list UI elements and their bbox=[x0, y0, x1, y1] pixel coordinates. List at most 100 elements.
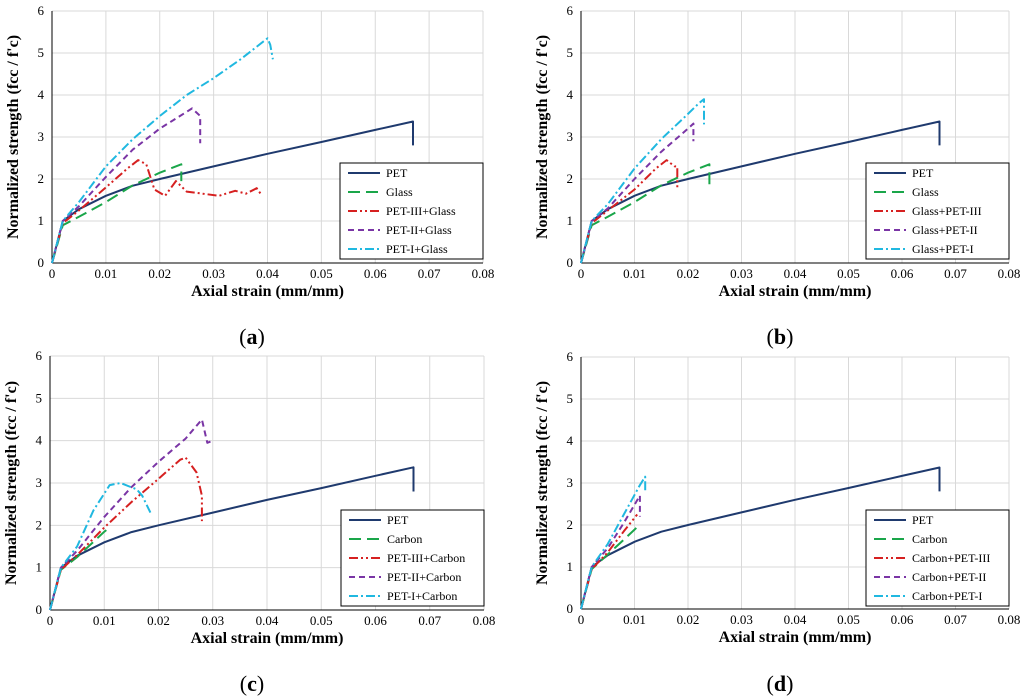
x-tick-label: 0.07 bbox=[418, 613, 441, 628]
legend: PET Carbon Carbon+PET-III Carbon+PET-II Carb… bbox=[865, 509, 1010, 607]
y-tick-label: 3 bbox=[567, 129, 574, 144]
x-tick-label: 0.04 bbox=[784, 266, 807, 281]
y-tick-label: 2 bbox=[36, 517, 43, 532]
legend-label: Glass bbox=[386, 185, 413, 199]
series-line-1 bbox=[49, 466, 415, 611]
series-line-4 bbox=[51, 107, 202, 264]
x-tick-label: 0.01 bbox=[623, 266, 646, 281]
y-axis-title: Normalized strength (fcc / f'c) bbox=[5, 35, 22, 239]
x-tick-label: 0.05 bbox=[310, 266, 333, 281]
y-tick-label: 5 bbox=[38, 45, 45, 60]
series-line-2 bbox=[49, 526, 111, 611]
y-tick-label: 6 bbox=[38, 3, 45, 18]
y-tick-label: 3 bbox=[36, 475, 43, 490]
legend-label: PET bbox=[912, 513, 934, 527]
legend-label: PET-III+Glass bbox=[386, 204, 456, 218]
legend-label: Glass+PET-II bbox=[912, 223, 978, 237]
x-tick-label: 0.01 bbox=[623, 612, 646, 627]
panel-label-close: ) bbox=[786, 324, 793, 349]
panel-b: 0 0.01 0.02 0.03 0.04 0.05 0.06 0.07 0.08 0 1 2 3 4 5 6… bbox=[534, 3, 1020, 349]
series-line-4 bbox=[580, 494, 641, 610]
x-tick-label: 0.03 bbox=[202, 266, 225, 281]
legend-label: Carbon+PET-II bbox=[912, 570, 986, 584]
panel-label-letter: d bbox=[774, 671, 786, 696]
legend-label: PET-I+Carbon bbox=[387, 589, 457, 603]
y-tick-label: 1 bbox=[36, 560, 43, 575]
x-tick-label: 0 bbox=[47, 613, 54, 628]
series-line-4 bbox=[580, 122, 695, 264]
y-tick-label: 6 bbox=[567, 3, 574, 18]
series-line-3 bbox=[49, 456, 203, 611]
panel-label: (b) bbox=[767, 324, 794, 349]
legend-box bbox=[865, 162, 1010, 260]
series-line-3 bbox=[580, 159, 679, 264]
panel-label-open: ( bbox=[240, 671, 247, 696]
x-tick-label: 0 bbox=[49, 266, 56, 281]
legend-box bbox=[339, 162, 484, 260]
y-tick-label: 1 bbox=[567, 559, 574, 574]
legend-label: Glass+PET-I bbox=[912, 242, 974, 256]
legend-label: Glass bbox=[912, 185, 939, 199]
legend: PET Glass Glass+PET-III Glass+PET-II Glass+P… bbox=[865, 162, 1010, 260]
panel-label-close: ) bbox=[786, 671, 793, 696]
x-tick-label: 0.03 bbox=[201, 613, 224, 628]
y-tick-label: 1 bbox=[38, 213, 45, 228]
y-tick-label: 5 bbox=[567, 391, 574, 406]
panel-label-letter: b bbox=[774, 324, 786, 349]
y-tick-label: 4 bbox=[567, 433, 574, 448]
legend-label: PET bbox=[387, 513, 409, 527]
x-tick-label: 0 bbox=[578, 612, 585, 627]
series-line-5 bbox=[580, 98, 705, 264]
y-tick-label: 2 bbox=[38, 171, 45, 186]
legend: PET Glass PET-III+Glass PET-II+Glass PET-I+G… bbox=[339, 162, 484, 260]
panel-c: 0 0.01 0.02 0.03 0.04 0.05 0.06 0.07 0.08 0 1 2 3 4 5 6… bbox=[3, 348, 495, 696]
series-line-2 bbox=[51, 163, 183, 264]
y-tick-label: 6 bbox=[36, 348, 43, 363]
y-tick-label: 6 bbox=[567, 349, 574, 364]
y-tick-label: 4 bbox=[38, 87, 45, 102]
series-line-5 bbox=[49, 482, 152, 611]
panel-label-letter: a bbox=[247, 324, 258, 349]
legend-box bbox=[340, 509, 485, 607]
series-line-1 bbox=[51, 120, 414, 264]
series-line-4 bbox=[49, 418, 214, 611]
x-tick-label: 0.07 bbox=[944, 612, 967, 627]
series-line-3 bbox=[51, 159, 263, 264]
x-tick-label: 0.01 bbox=[95, 266, 118, 281]
y-tick-label: 2 bbox=[567, 171, 574, 186]
x-tick-label: 0.04 bbox=[256, 266, 279, 281]
y-tick-label: 3 bbox=[567, 475, 574, 490]
x-tick-label: 0 bbox=[578, 266, 585, 281]
legend-label: PET-II+Glass bbox=[386, 223, 452, 237]
x-tick-label: 0.08 bbox=[998, 612, 1021, 627]
legend-label: PET bbox=[912, 166, 934, 180]
legend-label: PET bbox=[386, 166, 408, 180]
x-tick-label: 0.08 bbox=[473, 613, 496, 628]
x-tick-label: 0.02 bbox=[677, 612, 700, 627]
legend-label: PET-I+Glass bbox=[386, 242, 448, 256]
y-tick-label: 0 bbox=[38, 255, 45, 270]
x-tick-label: 0.03 bbox=[730, 266, 753, 281]
x-tick-label: 0.05 bbox=[310, 613, 333, 628]
legend-label: Carbon bbox=[912, 532, 947, 546]
y-tick-label: 4 bbox=[567, 87, 574, 102]
x-tick-label: 0.06 bbox=[891, 266, 914, 281]
x-tick-label: 0.06 bbox=[364, 266, 387, 281]
series-line-3 bbox=[580, 513, 638, 610]
y-tick-label: 0 bbox=[567, 601, 574, 616]
legend-label: Carbon+PET-III bbox=[912, 551, 990, 565]
x-tick-label: 0.01 bbox=[93, 613, 116, 628]
x-axis-title: Axial strain (mm/mm) bbox=[191, 630, 344, 647]
x-tick-label: 0.05 bbox=[837, 612, 860, 627]
x-axis-title: Axial strain (mm/mm) bbox=[719, 283, 872, 300]
x-tick-label: 0.08 bbox=[472, 266, 495, 281]
x-tick-label: 0.06 bbox=[891, 612, 914, 627]
panel-d: 0 0.01 0.02 0.03 0.04 0.05 0.06 0.07 0.08 0 1 2 3 4 5 6… bbox=[534, 349, 1020, 696]
y-tick-label: 0 bbox=[36, 602, 43, 617]
panel-label: (a) bbox=[239, 324, 265, 349]
panel-label-open: ( bbox=[767, 671, 774, 696]
x-tick-label: 0.07 bbox=[944, 266, 967, 281]
legend-label: PET-III+Carbon bbox=[387, 551, 465, 565]
legend-box bbox=[865, 509, 1010, 607]
